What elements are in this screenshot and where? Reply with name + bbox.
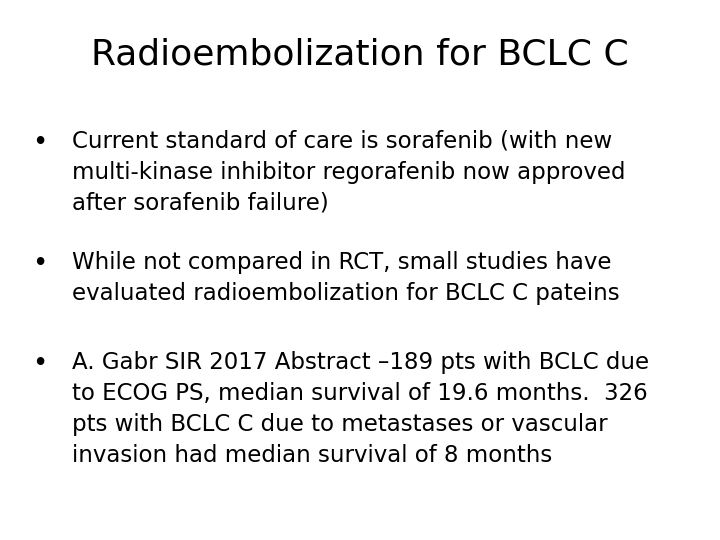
Text: •: • — [32, 130, 48, 156]
Text: •: • — [32, 351, 48, 377]
Text: Radioembolization for BCLC C: Radioembolization for BCLC C — [91, 38, 629, 72]
Text: While not compared in RCT, small studies have
evaluated radioembolization for BC: While not compared in RCT, small studies… — [72, 251, 620, 305]
Text: Current standard of care is sorafenib (with new
multi-kinase inhibitor regorafen: Current standard of care is sorafenib (w… — [72, 130, 626, 215]
Text: •: • — [32, 251, 48, 277]
Text: A. Gabr SIR 2017 Abstract –189 pts with BCLC due
to ECOG PS, median survival of : A. Gabr SIR 2017 Abstract –189 pts with … — [72, 351, 649, 467]
